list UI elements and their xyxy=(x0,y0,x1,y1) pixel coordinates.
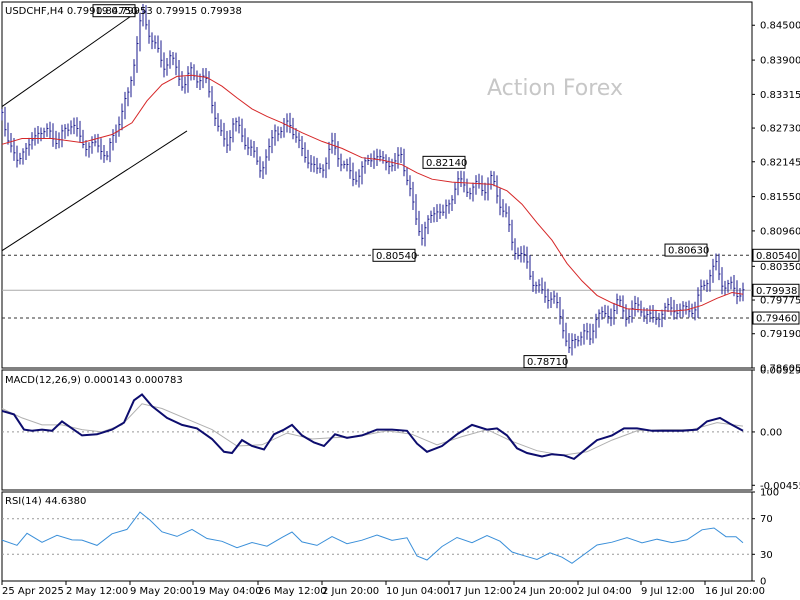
channel-line xyxy=(1,130,188,252)
time-tick-label: 2 May 12:00 xyxy=(66,586,128,597)
rsi-pane-frame xyxy=(1,491,753,582)
price-tick-label: 0.78605 xyxy=(760,364,800,375)
time-tick-label: 25 Apr 2025 xyxy=(2,586,64,597)
price-pane-frame xyxy=(1,1,753,369)
price-annotation-label: 0.78710 xyxy=(527,357,568,368)
price-tick-label: 0.80960 xyxy=(760,226,800,237)
price-tick-label: 0.84500 xyxy=(760,21,800,32)
price-annotation-box xyxy=(422,155,466,169)
price-annotation-box xyxy=(92,4,136,18)
price-level-label: 0.80540 xyxy=(756,251,797,262)
time-tick-label: 24 Jun 20:00 xyxy=(514,586,578,597)
macd-tick-label: -0.004557 xyxy=(760,481,800,492)
price-tick-label: 0.82145 xyxy=(760,157,800,168)
moving-average-line xyxy=(1,74,744,312)
price-tick-label: 0.80350 xyxy=(760,262,800,273)
rsi-header: RSI(14) 44.6380 xyxy=(5,496,86,507)
price-tick-label: 0.83315 xyxy=(760,90,800,101)
watermark-text: Action Forex xyxy=(487,76,623,101)
price-level-label: 0.79460 xyxy=(756,314,797,325)
price-tick-label: 0.79190 xyxy=(760,329,800,340)
time-tick-label: 17 Jun 12:00 xyxy=(449,586,513,597)
price-tick-label: 0.83900 xyxy=(760,56,800,67)
time-tick-label: 16 Jul 20:00 xyxy=(705,586,765,597)
price-tick-label: 0.79775 xyxy=(760,296,800,307)
price-annotation-box xyxy=(664,243,708,257)
price-annotation-box xyxy=(523,355,567,369)
time-tick-label: 26 May 12:00 xyxy=(258,586,327,597)
rsi-tick-label: 70 xyxy=(760,514,773,525)
price-header: USDCHF,H4 0.79919 0.79953 0.79915 0.7993… xyxy=(5,6,242,17)
time-tick-label: 2 Jul 04:00 xyxy=(578,586,632,597)
macd-tick-label: 0.00 xyxy=(760,427,782,438)
price-annotation-label: 0.84750 xyxy=(96,6,137,17)
rsi-tick-label: 100 xyxy=(760,488,779,499)
macd-header: MACD(12,26,9) 0.000143 0.000783 xyxy=(5,375,183,386)
macd-tick-label: 0.00529 xyxy=(760,366,800,377)
price-annotation-label: 0.80630 xyxy=(668,246,709,257)
macd-main-line xyxy=(1,393,744,461)
rsi-tick-label: 30 xyxy=(760,550,773,561)
price-annotation-label: 0.80540 xyxy=(376,251,417,262)
price-level-label: 0.79938 xyxy=(756,286,797,297)
rsi-tick-label: 0 xyxy=(760,577,766,588)
rsi-line xyxy=(1,511,744,564)
time-tick-label: 2 Jun 20:00 xyxy=(322,586,379,597)
price-annotation-box xyxy=(372,248,416,262)
price-annotation-label: 0.82140 xyxy=(426,158,467,169)
time-tick-label: 9 May 20:00 xyxy=(130,586,192,597)
price-level-box xyxy=(752,283,800,297)
channel-line xyxy=(1,11,138,107)
time-tick-label: 9 Jul 12:00 xyxy=(641,586,695,597)
price-level-box xyxy=(752,248,800,262)
price-tick-label: 0.81550 xyxy=(760,192,800,203)
price-tick-label: 0.82730 xyxy=(760,124,800,135)
price-level-box xyxy=(752,311,800,325)
time-tick-label: 19 May 04:00 xyxy=(193,586,262,597)
macd-pane-frame xyxy=(1,369,753,491)
time-tick-label: 10 Jun 04:00 xyxy=(386,586,450,597)
